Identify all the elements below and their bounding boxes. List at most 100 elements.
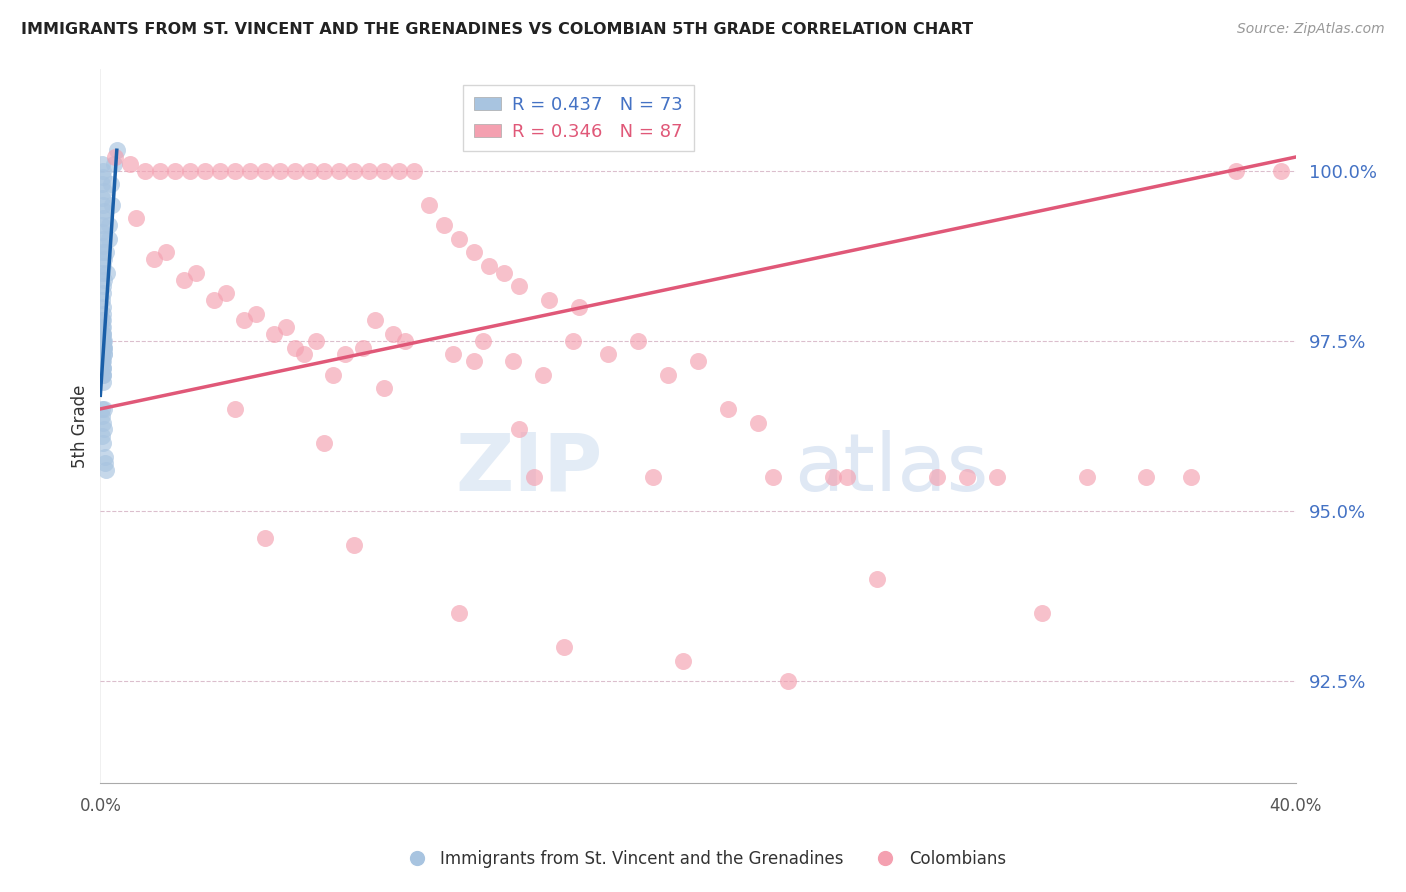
Point [93, 204, 115, 219]
Point [91, 320, 114, 334]
Point [508, 422, 530, 436]
Point [91, 178, 114, 192]
Point [91, 279, 114, 293]
Point [284, 163, 307, 178]
Point [134, 163, 156, 178]
Point [91, 429, 114, 443]
Point [91, 313, 114, 327]
Point [263, 326, 285, 341]
Point [441, 347, 464, 361]
Point [284, 341, 307, 355]
Point [91, 300, 114, 314]
Point [91, 334, 114, 348]
Point [627, 334, 650, 348]
Point [956, 470, 979, 484]
Point [149, 163, 172, 178]
Point [91, 347, 114, 361]
Point [837, 470, 859, 484]
Point [523, 470, 546, 484]
Point [253, 163, 276, 178]
Point [90, 401, 112, 416]
Point [553, 640, 575, 655]
Point [91, 368, 114, 382]
Point [762, 470, 785, 484]
Point [93, 252, 115, 267]
Point [105, 143, 128, 157]
Point [120, 157, 142, 171]
Point [91, 211, 114, 226]
Point [343, 538, 366, 552]
Point [91, 326, 114, 341]
Point [866, 572, 889, 586]
Point [103, 157, 125, 171]
Point [90, 354, 112, 368]
Point [93, 422, 115, 436]
Point [224, 163, 246, 178]
Point [215, 286, 238, 301]
Point [91, 313, 114, 327]
Point [93, 184, 115, 198]
Point [91, 354, 114, 368]
Point [352, 341, 374, 355]
Point [463, 354, 485, 368]
Point [125, 211, 148, 226]
Point [821, 470, 844, 484]
Point [93, 341, 115, 355]
Point [91, 354, 114, 368]
Point [91, 416, 114, 430]
Text: IMMIGRANTS FROM ST. VINCENT AND THE GRENADINES VS COLOMBIAN 5TH GRADE CORRELATIO: IMMIGRANTS FROM ST. VINCENT AND THE GREN… [21, 22, 973, 37]
Point [208, 163, 231, 178]
Point [776, 674, 799, 689]
Point [91, 320, 114, 334]
Point [91, 307, 114, 321]
Point [335, 347, 357, 361]
Point [91, 218, 114, 232]
Legend: R = 0.437   N = 73, R = 0.346   N = 87: R = 0.437 N = 73, R = 0.346 N = 87 [464, 85, 693, 152]
Point [1076, 470, 1098, 484]
Point [91, 286, 114, 301]
Point [184, 266, 207, 280]
Point [91, 361, 114, 376]
Point [91, 409, 114, 423]
Point [1225, 163, 1247, 178]
Point [94, 456, 117, 470]
Point [179, 163, 201, 178]
Point [194, 163, 217, 178]
Point [91, 326, 114, 341]
Point [657, 368, 679, 382]
Point [478, 259, 501, 273]
Point [93, 347, 115, 361]
Point [686, 354, 709, 368]
Point [502, 354, 524, 368]
Point [90, 347, 112, 361]
Point [91, 232, 114, 246]
Point [986, 470, 1008, 484]
Point [927, 470, 949, 484]
Point [91, 361, 114, 376]
Point [388, 163, 411, 178]
Point [643, 470, 665, 484]
Point [224, 401, 246, 416]
Point [91, 238, 114, 252]
Point [598, 347, 620, 361]
Point [239, 163, 262, 178]
Point [561, 334, 583, 348]
Point [91, 334, 114, 348]
Point [404, 163, 426, 178]
Point [91, 259, 114, 273]
Point [269, 163, 291, 178]
Point [94, 463, 117, 477]
Point [90, 157, 112, 171]
Point [418, 197, 440, 211]
Point [100, 178, 122, 192]
Point [165, 163, 187, 178]
Point [96, 266, 118, 280]
Point [91, 293, 114, 307]
Point [373, 382, 395, 396]
Point [104, 150, 127, 164]
Point [672, 654, 695, 668]
Point [91, 170, 114, 185]
Point [93, 401, 115, 416]
Point [492, 266, 515, 280]
Point [373, 163, 395, 178]
